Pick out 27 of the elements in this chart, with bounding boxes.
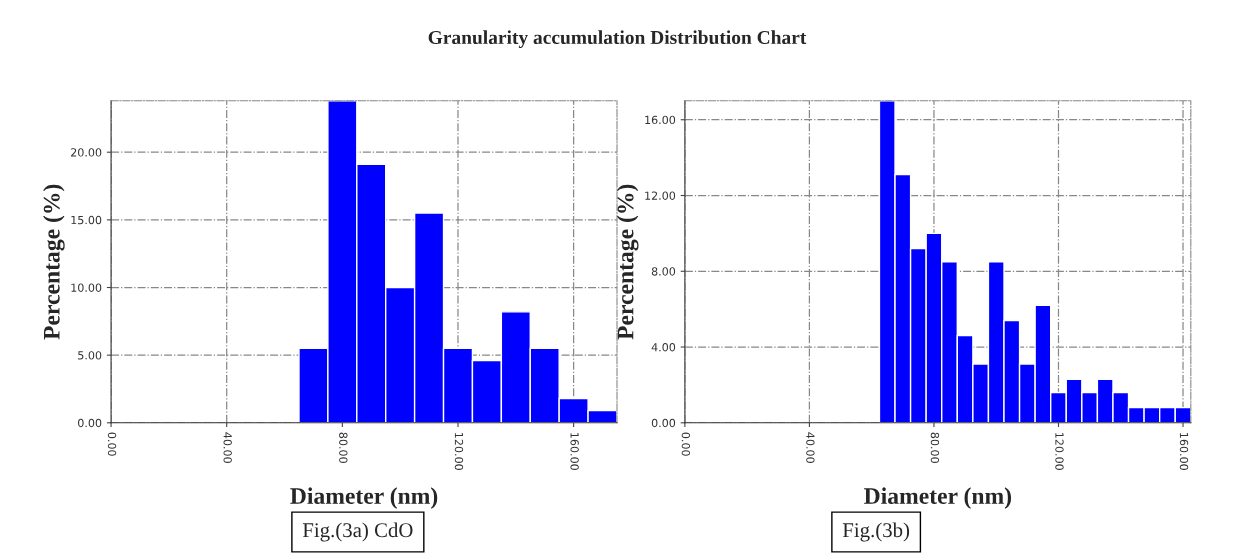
chart-title: Granularity accumulation Distribution Chart [428, 30, 807, 49]
y-tick-label: 15.00 [71, 215, 102, 225]
y-tick-label: 0.00 [78, 418, 102, 428]
y-tick-label: 0.00 [651, 418, 676, 428]
text: Fig.(3b) [842, 522, 910, 542]
x-tick-label: 120.00 [1055, 433, 1064, 470]
y-tick-label: 8.00 [651, 267, 676, 276]
x-axis-title: Diameter (nm) [290, 487, 438, 509]
x-tick-label: 40.00 [806, 432, 815, 463]
x-tick-label: 0.00 [681, 432, 691, 456]
x-tick-label: 0.00 [107, 432, 117, 456]
y-tick-label: 4.00 [651, 343, 676, 352]
y-axis-title: Percentage (%) [616, 184, 639, 340]
y-tick-label: 12.00 [645, 191, 676, 200]
y-tick-label: 20.00 [71, 148, 102, 157]
x-tick-label: 160.00 [1179, 433, 1189, 470]
x-tick-label: 120.00 [454, 433, 464, 470]
text: Fig.(3a) CdO [302, 522, 413, 542]
y-axis-title: Percentage (%) [43, 184, 65, 340]
y-tick-label: 5.00 [78, 351, 102, 360]
x-tick-label: 80.00 [930, 432, 940, 463]
x-tick-label: 80.00 [339, 432, 348, 463]
y-tick-label: 10.00 [71, 283, 102, 292]
x-axis-title: Diameter (nm) [864, 487, 1011, 509]
y-tick-label: 16.00 [645, 115, 676, 125]
x-tick-label: 160.00 [570, 433, 579, 470]
x-tick-label: 40.00 [223, 432, 232, 463]
